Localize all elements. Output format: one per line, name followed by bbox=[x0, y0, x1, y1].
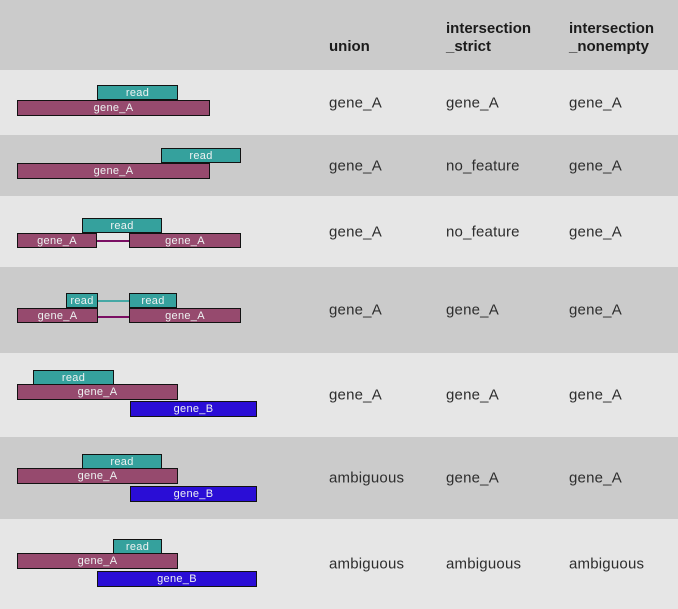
header-union: union bbox=[329, 38, 370, 55]
gene-a-box: gene_A bbox=[17, 163, 210, 179]
result-union: gene_A bbox=[329, 386, 382, 404]
gene-b-box: gene_B bbox=[130, 486, 257, 502]
header-intersection-strict: intersection _strict bbox=[446, 20, 532, 55]
result-nonempty: gene_A bbox=[569, 157, 622, 174]
read-box: read bbox=[82, 454, 162, 469]
figure-row-5: read gene_A gene_B gene_A gene_A gene_A bbox=[0, 353, 678, 437]
result-strict: gene_A bbox=[446, 469, 499, 487]
gene-a-box: gene_A bbox=[17, 100, 210, 116]
read-splice-connector bbox=[98, 300, 129, 302]
gene-intron-connector bbox=[97, 240, 129, 242]
result-union: gene_A bbox=[329, 223, 382, 240]
figure-row-7: read gene_A gene_B ambiguous ambiguous a… bbox=[0, 519, 678, 609]
gene-intron-connector bbox=[98, 316, 129, 318]
gene-a-exon-box: gene_A bbox=[17, 233, 97, 248]
header-intersection-nonempty: intersection _nonempty bbox=[569, 20, 655, 55]
gene-a-exon-box: gene_A bbox=[129, 233, 241, 248]
result-strict: no_feature bbox=[446, 223, 520, 240]
result-strict: gene_A bbox=[446, 94, 499, 111]
result-strict: gene_A bbox=[446, 386, 499, 404]
result-union: gene_A bbox=[329, 157, 382, 174]
figure-row-6: read gene_A gene_B ambiguous gene_A gene… bbox=[0, 437, 678, 519]
gene-a-box: gene_A bbox=[17, 384, 178, 400]
figure-row-2: read gene_A gene_A no_feature gene_A bbox=[0, 135, 678, 196]
header-row: union intersection _strict intersection … bbox=[0, 0, 678, 70]
read-box: read bbox=[161, 148, 241, 163]
result-nonempty: gene_A bbox=[569, 386, 622, 404]
result-nonempty: gene_A bbox=[569, 223, 622, 240]
read-segment-box: read bbox=[66, 293, 98, 308]
result-nonempty: ambiguous bbox=[569, 555, 645, 573]
gene-a-exon-box: gene_A bbox=[17, 308, 98, 323]
read-box: read bbox=[33, 370, 114, 385]
result-strict: no_feature bbox=[446, 157, 520, 174]
gene-b-box: gene_B bbox=[130, 401, 257, 417]
read-box: read bbox=[82, 218, 162, 233]
result-union: gene_A bbox=[329, 94, 382, 111]
read-box: read bbox=[113, 539, 162, 554]
result-nonempty: gene_A bbox=[569, 469, 622, 487]
result-union: gene_A bbox=[329, 301, 382, 319]
result-nonempty: gene_A bbox=[569, 301, 622, 319]
result-union: ambiguous bbox=[329, 469, 405, 487]
gene-a-box: gene_A bbox=[17, 468, 178, 484]
read-segment-box: read bbox=[129, 293, 177, 308]
result-strict: ambiguous bbox=[446, 555, 522, 573]
result-union: ambiguous bbox=[329, 555, 405, 573]
figure-row-4: read read gene_A gene_A gene_A gene_A ge… bbox=[0, 267, 678, 353]
figure-row-1: read gene_A gene_A gene_A gene_A bbox=[0, 70, 678, 135]
read-box: read bbox=[97, 85, 178, 100]
figure-row-3: read gene_A gene_A gene_A no_feature gen… bbox=[0, 196, 678, 267]
result-strict: gene_A bbox=[446, 301, 499, 319]
gene-b-box: gene_B bbox=[97, 571, 257, 587]
gene-a-exon-box: gene_A bbox=[129, 308, 241, 323]
gene-a-box: gene_A bbox=[17, 553, 178, 569]
result-nonempty: gene_A bbox=[569, 94, 622, 111]
